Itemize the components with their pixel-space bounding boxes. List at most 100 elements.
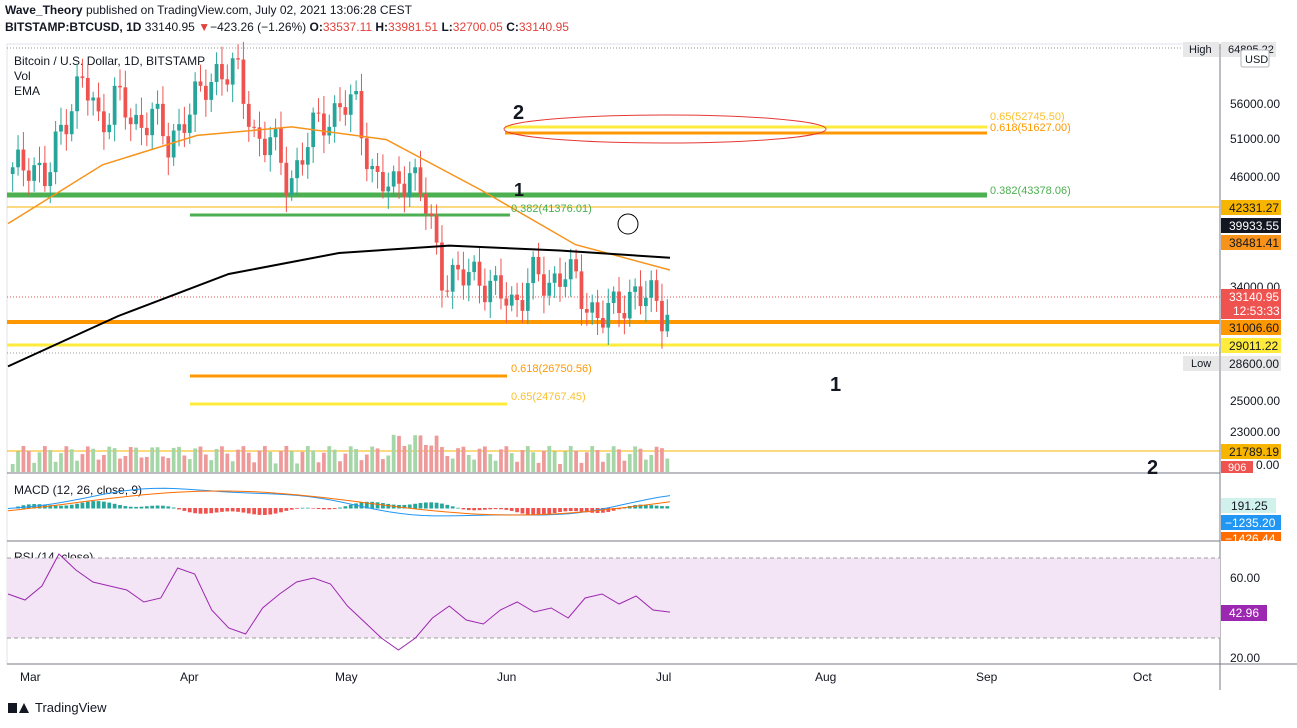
volume-bar (96, 459, 101, 472)
annotation-1-bottom[interactable]: 1 (830, 374, 841, 396)
time-tick: Oct (1133, 670, 1152, 684)
macd-bar (418, 503, 423, 509)
target-ellipse[interactable] (503, 114, 827, 144)
time-tick: Aug (815, 670, 836, 684)
candle-body (284, 162, 289, 196)
publisher-line: Wave_Theory published on TradingView.com… (5, 3, 412, 17)
macd-bar (429, 502, 434, 509)
candle-body (37, 162, 42, 166)
volume-bar (536, 462, 541, 472)
candle-body (268, 137, 273, 156)
candle-body (418, 167, 423, 195)
candle-body (364, 138, 369, 170)
volume-bar (144, 456, 149, 472)
macd-bar (654, 505, 659, 509)
candle-body (123, 87, 128, 118)
volume-bar (552, 451, 557, 472)
volume-bar (558, 463, 562, 472)
candle-body (295, 160, 299, 179)
macd-bar (279, 508, 283, 513)
macd-bar (520, 508, 525, 514)
candle-body (407, 173, 412, 198)
macd-bar (128, 506, 133, 509)
candle-body (633, 286, 637, 292)
volume-bar (665, 458, 670, 472)
volume-bar (300, 451, 305, 472)
macd-bar (64, 505, 69, 509)
candle-body (584, 309, 589, 313)
macd-bar (413, 503, 417, 509)
annotation-2-top[interactable]: 2 (513, 102, 524, 124)
volume-bar (413, 435, 417, 472)
legend-vol[interactable]: Vol (14, 69, 31, 83)
candle-body (327, 126, 332, 136)
macd-bar (660, 506, 664, 509)
macd-bar (295, 508, 299, 509)
candle-body (434, 215, 439, 243)
macd-bar (579, 508, 584, 512)
macd-bar (209, 508, 214, 514)
volume-bar (348, 446, 353, 472)
volume-bar (279, 451, 283, 472)
author-name[interactable]: Wave_Theory (5, 3, 83, 17)
low-tag-bg (1221, 356, 1281, 371)
macd-bar (364, 501, 369, 509)
volume-bar (611, 446, 616, 472)
macd-bar (649, 505, 654, 509)
macd-bar (75, 503, 79, 509)
macd-bar (515, 508, 519, 513)
candle-body (413, 167, 417, 174)
macd-bar (316, 508, 321, 510)
volume-bar (102, 454, 106, 472)
candle-body (182, 124, 187, 133)
macd-bar (300, 507, 305, 509)
candle-body (332, 103, 337, 127)
volume-bar (381, 459, 385, 472)
volume-bar (434, 435, 439, 472)
currency-button[interactable] (1240, 49, 1270, 68)
vol-tag-bg (1221, 461, 1253, 473)
candle-body (241, 59, 246, 104)
volume-bar (182, 455, 187, 472)
tag-21789-bg (1221, 444, 1281, 459)
volume-bar (440, 447, 444, 472)
volume-bar (209, 460, 214, 472)
volume-bar (461, 446, 466, 472)
cross-circle[interactable] (617, 213, 639, 235)
candle-body (472, 261, 477, 273)
volume-bar (483, 446, 487, 472)
price-axis[interactable]: 56000.00 51000.00 46000.00 34000.00 2500… (1230, 97, 1280, 665)
time-tick: Jun (497, 670, 516, 684)
macd-bar (220, 508, 224, 512)
macd-bar (493, 508, 498, 510)
annotation-2-bottom[interactable]: 2 (1147, 457, 1158, 479)
candle-body (139, 114, 144, 128)
candle-body (21, 149, 26, 171)
tag-31006-bg (1221, 320, 1281, 335)
volume-bar (343, 453, 348, 472)
candle-body (32, 165, 37, 181)
macd-bar (327, 508, 332, 510)
candle-body (225, 79, 230, 85)
candle-body (606, 303, 611, 328)
volume-bar (118, 458, 122, 472)
macd-bar (466, 508, 471, 511)
time-tick: Sep (976, 670, 998, 684)
macd-bar (241, 508, 246, 513)
legend-title[interactable]: Bitcoin / U.S. Dollar, 1D, BITSTAMP (14, 54, 206, 68)
rsi-tick: 60.00 (1230, 571, 1260, 585)
volume-bar (263, 446, 267, 472)
macd-bar (370, 501, 375, 509)
legend-ema[interactable]: EMA (14, 84, 41, 98)
candle-body (69, 111, 74, 135)
candle-body (246, 103, 251, 127)
open-value: 33537.11 (322, 20, 373, 34)
candle-body (488, 280, 493, 303)
footer-brand[interactable]: TradingView (35, 700, 107, 715)
time-axis[interactable]: Mar Apr May Jun Jul Aug Sep Oct (20, 670, 1152, 684)
volume-bar (338, 461, 342, 472)
candle-body (617, 291, 621, 314)
annotation-1-top[interactable]: 1 (514, 180, 524, 200)
close-label: C: (506, 20, 519, 34)
